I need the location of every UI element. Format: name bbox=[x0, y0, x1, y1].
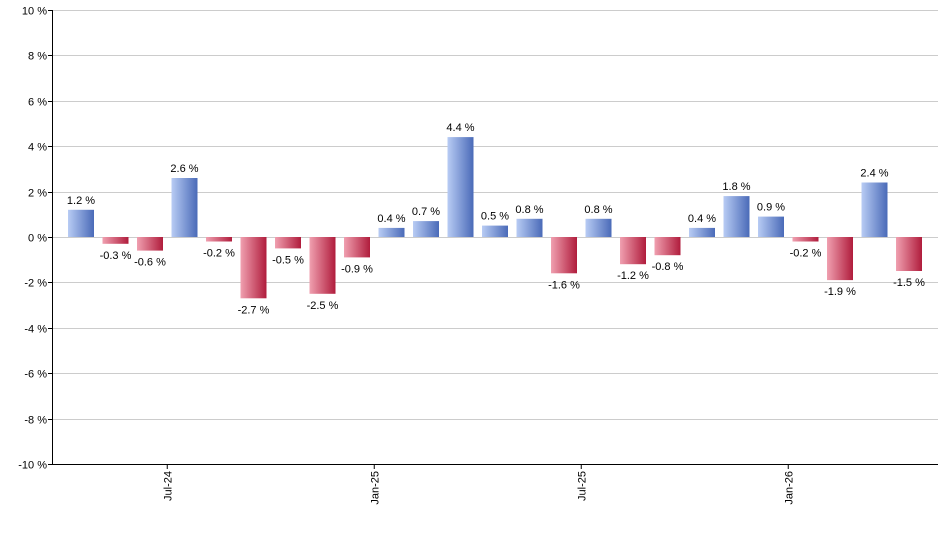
data-label: -1.5 % bbox=[893, 277, 925, 289]
data-label: -0.2 % bbox=[203, 248, 235, 260]
bar bbox=[171, 178, 198, 237]
data-label: 0.9 % bbox=[757, 202, 785, 214]
bar bbox=[344, 237, 370, 258]
y-tick-label: 8 % bbox=[28, 51, 47, 63]
bar bbox=[758, 216, 784, 237]
data-label: -1.6 % bbox=[548, 279, 580, 291]
bar bbox=[861, 182, 888, 237]
bar bbox=[378, 227, 405, 237]
data-label: -1.9 % bbox=[824, 286, 856, 298]
bar bbox=[620, 237, 646, 265]
bar bbox=[68, 209, 94, 237]
x-tick-label: Jul-25 bbox=[576, 471, 588, 501]
bars bbox=[68, 137, 922, 299]
bar bbox=[137, 237, 163, 251]
x-tick-label: Jul-24 bbox=[162, 471, 174, 501]
bar bbox=[447, 137, 474, 237]
data-label: 0.7 % bbox=[412, 206, 440, 218]
bar bbox=[551, 237, 577, 274]
x-tick-label: Jan-25 bbox=[369, 471, 381, 505]
bar bbox=[516, 218, 543, 237]
data-label: 0.4 % bbox=[688, 213, 716, 225]
bar bbox=[896, 237, 922, 271]
bar bbox=[102, 237, 129, 244]
y-tick-label: 2 % bbox=[28, 188, 47, 200]
bar bbox=[827, 237, 853, 281]
data-label: 0.4 % bbox=[377, 213, 405, 225]
x-axis-tick-labels: Jul-24 Jan-25 Jul-25 Jan-26 bbox=[162, 471, 795, 505]
data-label: 0.8 % bbox=[515, 204, 543, 216]
data-label: -0.6 % bbox=[134, 257, 166, 269]
y-axis-tick-labels: 10 % 8 % 6 % 4 % 2 % 0 % -2 % -4 % -6 % -8 % -10 % bbox=[18, 6, 47, 472]
bar bbox=[309, 237, 336, 294]
data-label: 4.4 % bbox=[446, 122, 474, 134]
bar bbox=[654, 237, 681, 256]
data-label: 0.8 % bbox=[584, 204, 612, 216]
y-tick-label: -8 % bbox=[24, 415, 47, 427]
data-label: -0.3 % bbox=[100, 250, 132, 262]
bar bbox=[206, 237, 232, 242]
bar bbox=[689, 227, 715, 237]
data-labels: 1.2 % -0.3 %-0.6 % 2.6 % -0.2 % -2.7 % -0.5 %… bbox=[67, 122, 925, 316]
data-label: -0.8 % bbox=[652, 261, 684, 273]
y-tick-label: -10 % bbox=[18, 460, 47, 472]
bar bbox=[413, 221, 439, 237]
data-label: -1.2 % bbox=[617, 270, 649, 282]
y-tick-label: -2 % bbox=[24, 278, 47, 290]
data-label: 2.4 % bbox=[860, 168, 888, 180]
data-label: 1.2 % bbox=[67, 195, 95, 207]
y-tick-label: -4 % bbox=[24, 324, 47, 336]
y-tick-label: 0 % bbox=[28, 233, 47, 245]
y-tick-label: 4 % bbox=[28, 142, 47, 154]
data-label: -2.7 % bbox=[238, 304, 270, 316]
bar bbox=[482, 225, 508, 237]
data-label: -0.5 % bbox=[272, 254, 304, 266]
y-tick-label: 6 % bbox=[28, 97, 47, 109]
data-label: 0.5 % bbox=[481, 211, 509, 223]
bar bbox=[723, 196, 750, 237]
bar bbox=[275, 237, 301, 249]
x-tick-label: Jan-26 bbox=[783, 471, 795, 505]
data-label: -2.5 % bbox=[307, 300, 339, 312]
y-tick-label: -6 % bbox=[24, 369, 47, 381]
bar bbox=[240, 237, 267, 299]
data-label: -0.9 % bbox=[341, 263, 373, 275]
bar bbox=[585, 218, 612, 237]
bar bbox=[792, 237, 819, 242]
axes bbox=[48, 10, 938, 469]
data-label: 2.6 % bbox=[170, 163, 198, 175]
data-label: -0.2 % bbox=[790, 248, 822, 260]
data-label: 1.8 % bbox=[722, 181, 750, 193]
y-tick-label: 10 % bbox=[22, 6, 47, 18]
